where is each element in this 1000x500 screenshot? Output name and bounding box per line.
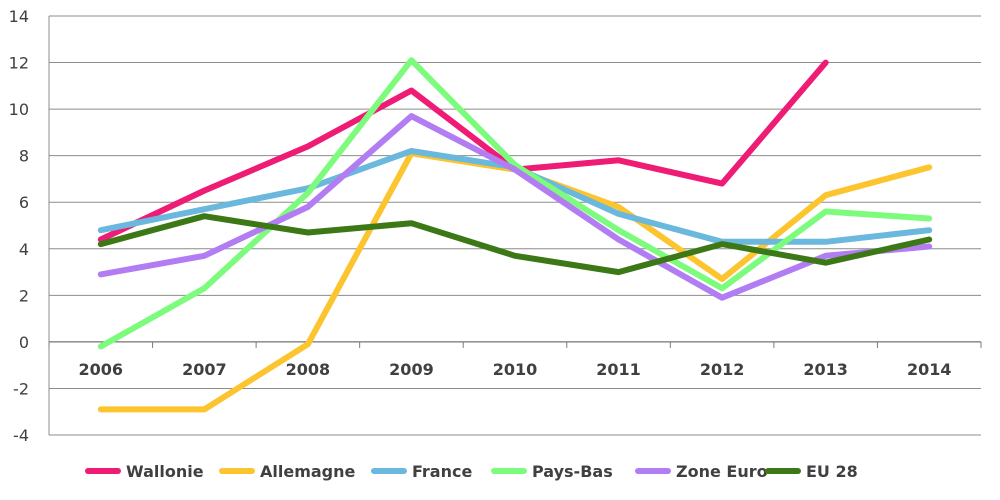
y-tick-label: 12 bbox=[9, 54, 29, 73]
x-tick-label: 2013 bbox=[803, 360, 848, 379]
legend-label: EU 28 bbox=[806, 462, 858, 481]
series-line-wallonie bbox=[97, 59, 829, 243]
legend: Wallonie Allemagne France Pays-Bas Zone Euro… bbox=[85, 462, 858, 481]
x-tick-label: 2008 bbox=[286, 360, 331, 379]
x-tick-label: 2007 bbox=[182, 360, 227, 379]
x-tick-label: 2010 bbox=[493, 360, 538, 379]
y-tick-label: 4 bbox=[19, 240, 29, 259]
legend-label: Zone Euro bbox=[676, 462, 768, 481]
series-lines bbox=[97, 57, 933, 413]
x-tick-label: 2014 bbox=[907, 360, 952, 379]
x-tick-label: 2012 bbox=[700, 360, 745, 379]
y-tick-label: 10 bbox=[9, 100, 29, 119]
legend-label: Allemagne bbox=[260, 462, 356, 481]
y-tick-label: -2 bbox=[13, 379, 29, 398]
y-tick-label: 14 bbox=[9, 7, 29, 26]
y-tick-label: -4 bbox=[13, 426, 29, 445]
series-line-zone-euro bbox=[97, 113, 933, 301]
axes: -4 -2 0 2 4 6 8 10 12 14 2006 2007 2008 2009 2010 2011 2… bbox=[9, 7, 982, 445]
x-tick-label: 2009 bbox=[389, 360, 434, 379]
series-line-eu-28 bbox=[97, 213, 933, 276]
legend-label: France bbox=[412, 462, 472, 481]
y-tick-label: 2 bbox=[19, 286, 29, 305]
series-line-pays-bas bbox=[97, 57, 933, 350]
legend-label: Wallonie bbox=[126, 462, 204, 481]
y-tick-label: 8 bbox=[19, 147, 29, 166]
y-tick-label: 6 bbox=[19, 193, 29, 212]
x-tick-label: 2006 bbox=[79, 360, 124, 379]
y-tick-label: 0 bbox=[19, 333, 29, 352]
legend-label: Pays-Bas bbox=[532, 462, 613, 481]
x-tick-label: 2011 bbox=[596, 360, 641, 379]
